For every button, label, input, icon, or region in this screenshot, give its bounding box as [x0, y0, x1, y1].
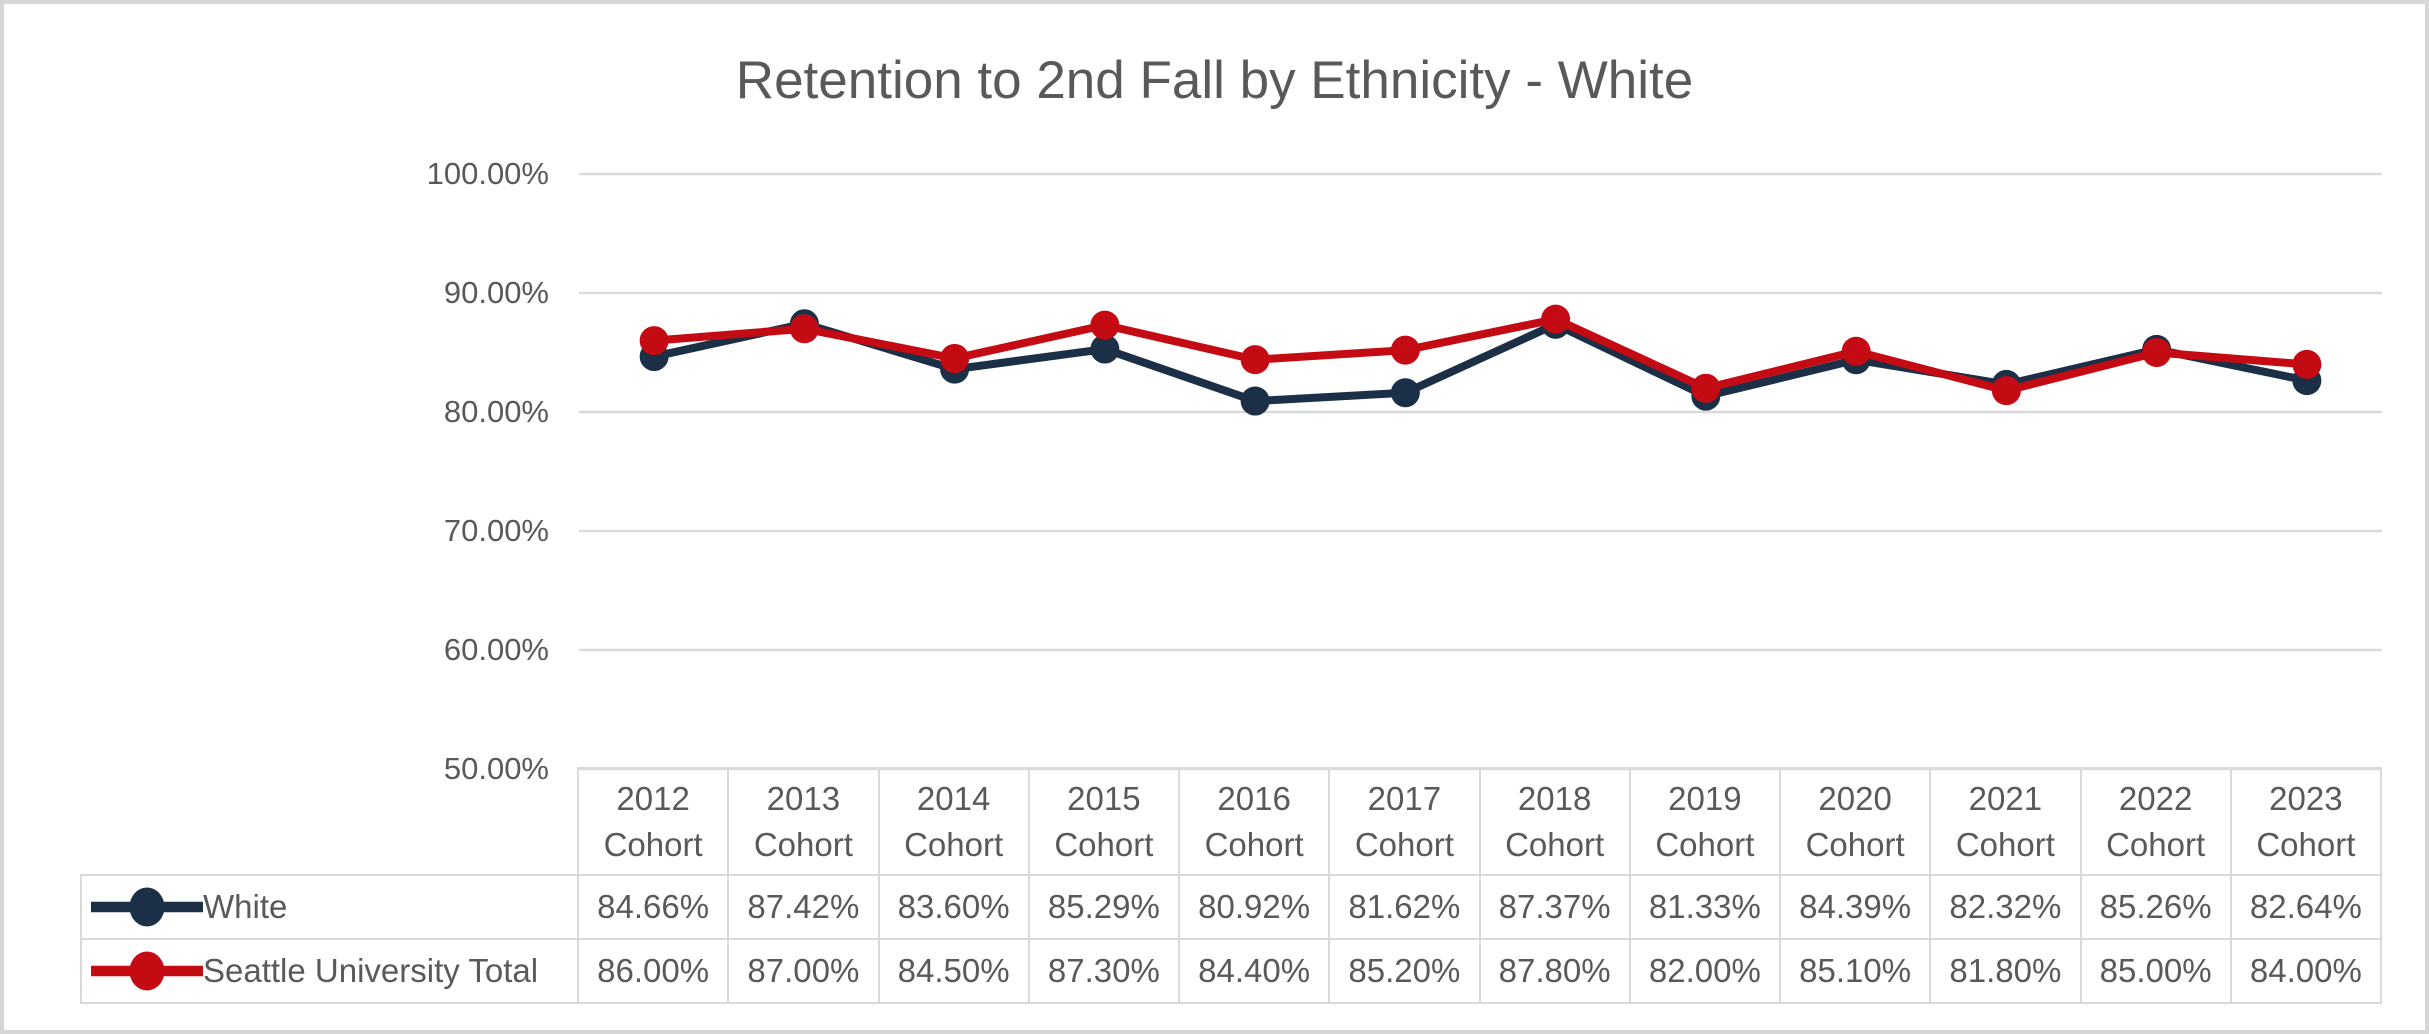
table-header-spacer: [81, 768, 578, 875]
table-header-cell: 2018 Cohort: [1478, 767, 1631, 876]
table-header-cell: 2017 Cohort: [1328, 767, 1481, 876]
data-point-marker: [1991, 369, 2021, 399]
legend-cell: Seattle University Total: [80, 938, 579, 1004]
table-value-cell: 84.40%: [1177, 938, 1331, 1004]
table-value-cell: 84.00%: [2229, 938, 2383, 1004]
table-header-cell: 2012 Cohort: [576, 767, 730, 876]
data-point-marker: [1841, 345, 1871, 375]
data-point-marker: [940, 354, 970, 384]
data-table-wrap: 2012 Cohort 2013 Cohort 2014 Cohort 2015 Cohort…: [80, 767, 2383, 1004]
table-value-cell: 85.20%: [1328, 938, 1481, 1004]
table-value-cell: 83.60%: [877, 874, 1030, 940]
legend-cell: White: [80, 874, 579, 940]
data-point-marker: [1390, 335, 1420, 365]
table-header-row: 2012 Cohort 2013 Cohort 2014 Cohort 2015 Cohort…: [81, 767, 2383, 876]
y-axis-tick-label: 50.00%: [443, 751, 549, 786]
table-value-cell: 84.50%: [877, 938, 1030, 1004]
table-row-white: White 84.66% 87.42% 83.60% 85.29% 80.92% 81.62…: [80, 874, 2383, 940]
legend-label: Seattle University Total: [203, 952, 539, 989]
y-axis-tick-label: 80.00%: [443, 394, 549, 429]
data-point-marker: [1240, 386, 1270, 416]
table-header-cell: 2015 Cohort: [1027, 767, 1181, 876]
table-value-cell: 85.00%: [2079, 938, 2232, 1004]
table-value-cell: 85.26%: [2079, 874, 2232, 940]
table-value-cell: 84.39%: [1778, 874, 1932, 940]
table-value-cell: 86.00%: [576, 938, 730, 1004]
table-value-cell: 87.00%: [727, 938, 880, 1004]
data-point-marker: [1841, 336, 1871, 366]
table-value-cell: 80.92%: [1177, 874, 1331, 940]
table-header-cell: 2013 Cohort: [727, 767, 880, 876]
table-header-cell: 2014 Cohort: [877, 767, 1030, 876]
table-header-cell: 2019 Cohort: [1628, 767, 1782, 876]
table-value-cell: 87.42%: [727, 874, 880, 940]
y-axis-tick-label: 60.00%: [443, 632, 549, 667]
series-line-seattle-university-total: [650, 315, 2311, 395]
table-header-cell: 2022 Cohort: [2079, 767, 2232, 876]
data-point-marker: [1991, 376, 2021, 406]
table-header-cell: 2023 Cohort: [2229, 767, 2383, 876]
legend-label: White: [203, 888, 288, 925]
data-point-marker: [1541, 309, 1571, 339]
data-point-marker: [1691, 381, 1721, 411]
table-value-cell: 81.33%: [1628, 874, 1782, 940]
legend-line-marker-icon: [91, 887, 203, 927]
table-value-cell: 82.32%: [1929, 874, 2082, 940]
data-point-marker: [2292, 349, 2322, 379]
data-point-marker: [1090, 334, 1120, 364]
table-value-cell: 87.80%: [1478, 938, 1631, 1004]
data-point-marker: [2292, 366, 2322, 396]
data-table: 2012 Cohort 2013 Cohort 2014 Cohort 2015 Cohort…: [80, 767, 2383, 1004]
table-value-cell: 85.29%: [1027, 874, 1181, 940]
table-value-cell: 87.37%: [1478, 874, 1631, 940]
data-point-marker: [1541, 304, 1571, 334]
table-value-cell: 87.30%: [1027, 938, 1181, 1004]
table-value-cell: 82.00%: [1628, 938, 1782, 1004]
chart-title: Retention to 2nd Fall by Ethnicity - Whi…: [735, 51, 1694, 110]
table-header-cell: 2016 Cohort: [1177, 767, 1331, 876]
table-value-cell: 84.66%: [576, 874, 730, 940]
data-point-marker: [2142, 338, 2172, 367]
data-point-marker: [2142, 334, 2172, 364]
data-point-marker: [639, 342, 669, 372]
data-point-marker: [1240, 345, 1270, 375]
table-value-cell: 81.80%: [1929, 938, 2082, 1004]
series-line-white: [650, 319, 2311, 406]
data-point-marker: [639, 326, 669, 356]
data-point-marker: [789, 309, 819, 339]
y-axis-tick-label: 90.00%: [443, 275, 549, 310]
table-value-cell: 82.64%: [2229, 874, 2383, 940]
table-value-cell: 81.62%: [1328, 874, 1481, 940]
y-axis-tick-label: 100.00%: [426, 156, 549, 191]
table-header-cell: 2020 Cohort: [1778, 767, 1932, 876]
data-point-marker: [1090, 310, 1120, 340]
table-value-cell: 85.10%: [1778, 938, 1932, 1004]
data-point-marker: [940, 343, 970, 373]
y-axis-tick-label: 70.00%: [443, 513, 549, 548]
table-header-cell: 2021 Cohort: [1929, 767, 2082, 876]
data-point-marker: [1390, 378, 1420, 408]
table-row-seattle-university-total: Seattle University Total 86.00% 87.00% 84.5…: [80, 938, 2383, 1004]
data-point-marker: [789, 314, 819, 344]
data-point-marker: [1691, 373, 1721, 403]
legend-line-marker-icon: [91, 951, 203, 991]
